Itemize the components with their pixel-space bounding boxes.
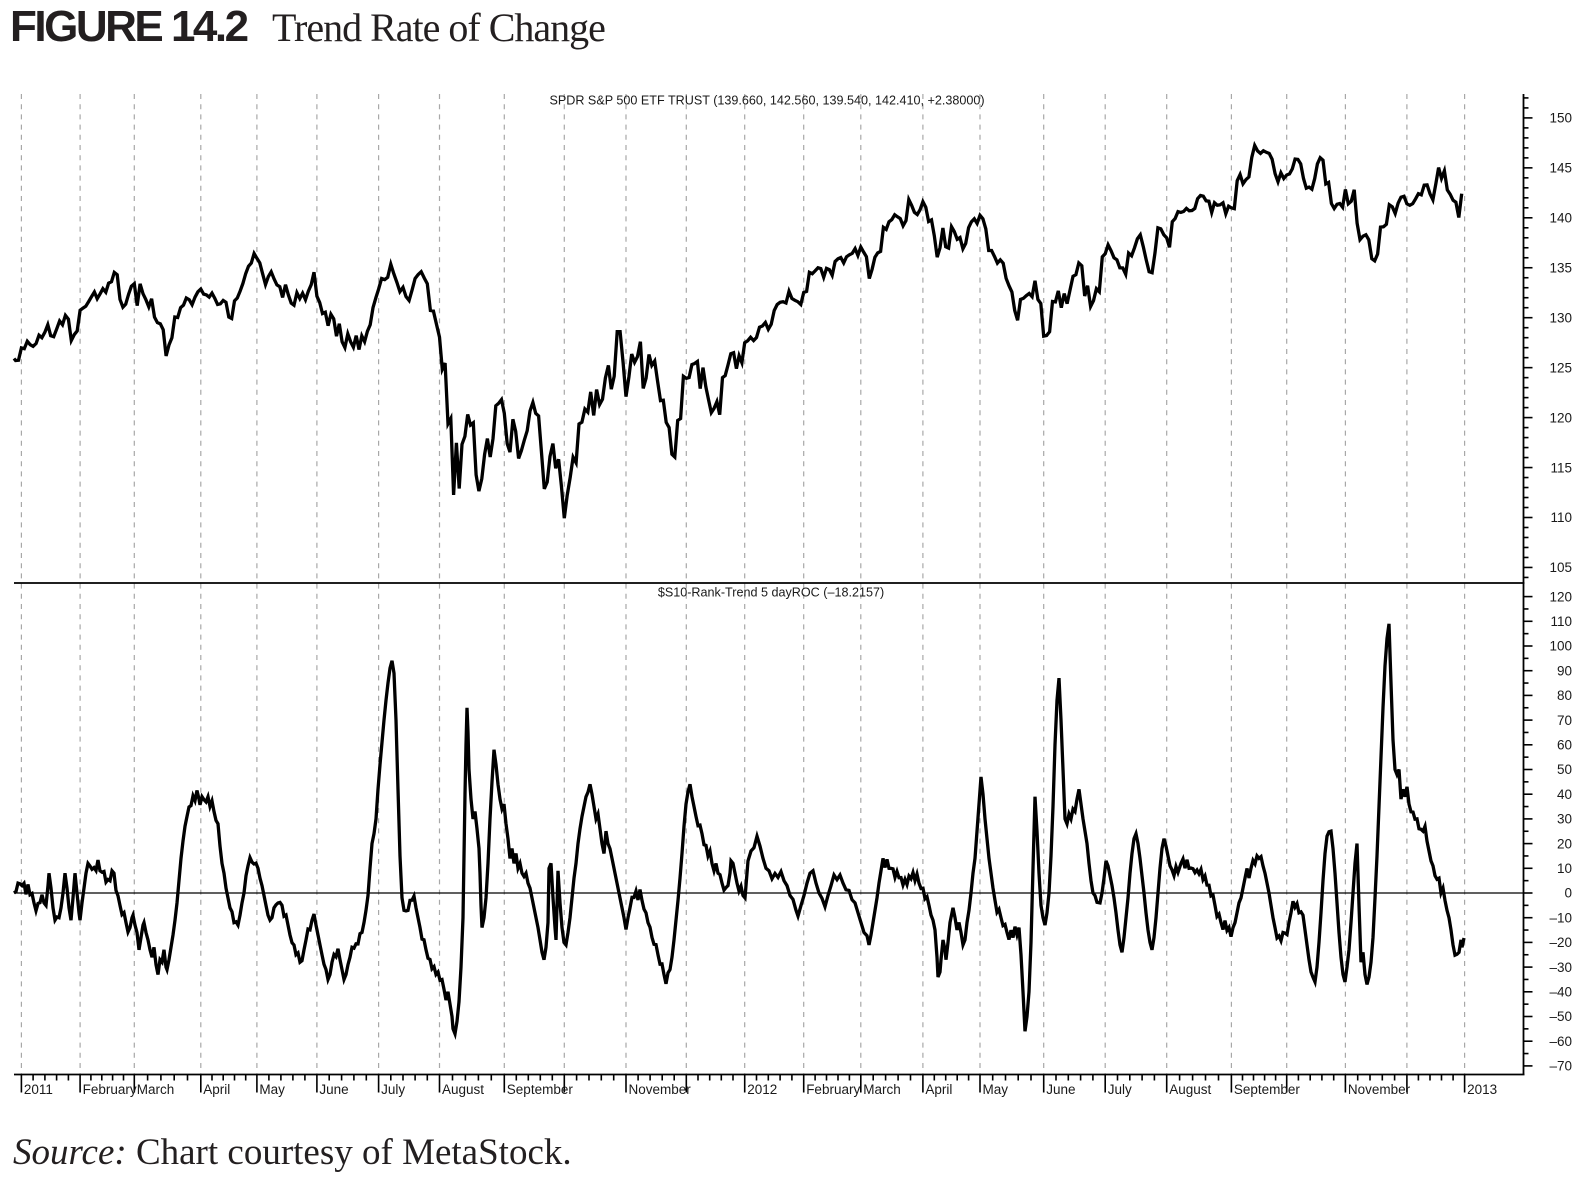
svg-text:125: 125: [1549, 360, 1572, 375]
svg-text:2012: 2012: [747, 1082, 777, 1097]
svg-text:November: November: [629, 1082, 692, 1097]
svg-text:140: 140: [1549, 211, 1572, 226]
svg-text:April: April: [925, 1082, 952, 1097]
svg-text:135: 135: [1549, 260, 1572, 275]
svg-text:June: June: [319, 1082, 348, 1097]
svg-text:105: 105: [1549, 560, 1572, 575]
svg-text:July: July: [381, 1082, 405, 1097]
svg-text:40: 40: [1557, 787, 1572, 802]
svg-text:–50: –50: [1549, 1009, 1572, 1024]
svg-text:30: 30: [1557, 812, 1572, 827]
svg-text:100: 100: [1549, 639, 1572, 654]
svg-text:–30: –30: [1549, 960, 1572, 975]
svg-text:March: March: [137, 1082, 175, 1097]
svg-text:June: June: [1046, 1082, 1075, 1097]
svg-text:120: 120: [1549, 589, 1572, 604]
svg-text:–40: –40: [1549, 985, 1572, 1000]
svg-text:50: 50: [1557, 762, 1572, 777]
svg-text:–60: –60: [1549, 1034, 1572, 1049]
svg-text:July: July: [1108, 1082, 1132, 1097]
svg-text:September: September: [1234, 1082, 1301, 1097]
svg-text:–20: –20: [1549, 935, 1572, 950]
svg-text:March: March: [863, 1082, 901, 1097]
svg-text:150: 150: [1549, 111, 1572, 126]
svg-text:August: August: [1169, 1082, 1211, 1097]
svg-text:February: February: [83, 1082, 137, 1097]
svg-text:130: 130: [1549, 310, 1572, 325]
svg-text:April: April: [203, 1082, 230, 1097]
svg-text:120: 120: [1549, 410, 1572, 425]
svg-text:February: February: [806, 1082, 860, 1097]
svg-text:2011: 2011: [24, 1082, 53, 1097]
svg-text:110: 110: [1550, 614, 1572, 629]
svg-text:115: 115: [1550, 460, 1572, 475]
svg-text:$S10-Rank-Trend 5 dayROC (–18.: $S10-Rank-Trend 5 dayROC (–18.2157): [658, 586, 884, 600]
svg-text:–70: –70: [1549, 1059, 1572, 1074]
svg-text:August: August: [442, 1082, 484, 1097]
svg-text:20: 20: [1557, 836, 1572, 851]
svg-text:–10: –10: [1549, 910, 1572, 925]
svg-text:May: May: [983, 1082, 1009, 1097]
svg-text:60: 60: [1557, 738, 1572, 753]
svg-text:May: May: [259, 1082, 285, 1097]
svg-text:90: 90: [1557, 663, 1572, 678]
svg-text:0: 0: [1564, 886, 1572, 901]
svg-text:10: 10: [1557, 861, 1572, 876]
svg-text:80: 80: [1557, 688, 1572, 703]
svg-text:SPDR S&P 500 ETF TRUST (139.66: SPDR S&P 500 ETF TRUST (139.660, 142.560…: [549, 94, 984, 108]
svg-text:2013: 2013: [1467, 1082, 1497, 1097]
svg-text:70: 70: [1557, 713, 1572, 728]
svg-text:110: 110: [1550, 510, 1572, 525]
svg-text:145: 145: [1549, 161, 1572, 176]
svg-text:November: November: [1348, 1082, 1411, 1097]
svg-text:September: September: [507, 1082, 574, 1097]
